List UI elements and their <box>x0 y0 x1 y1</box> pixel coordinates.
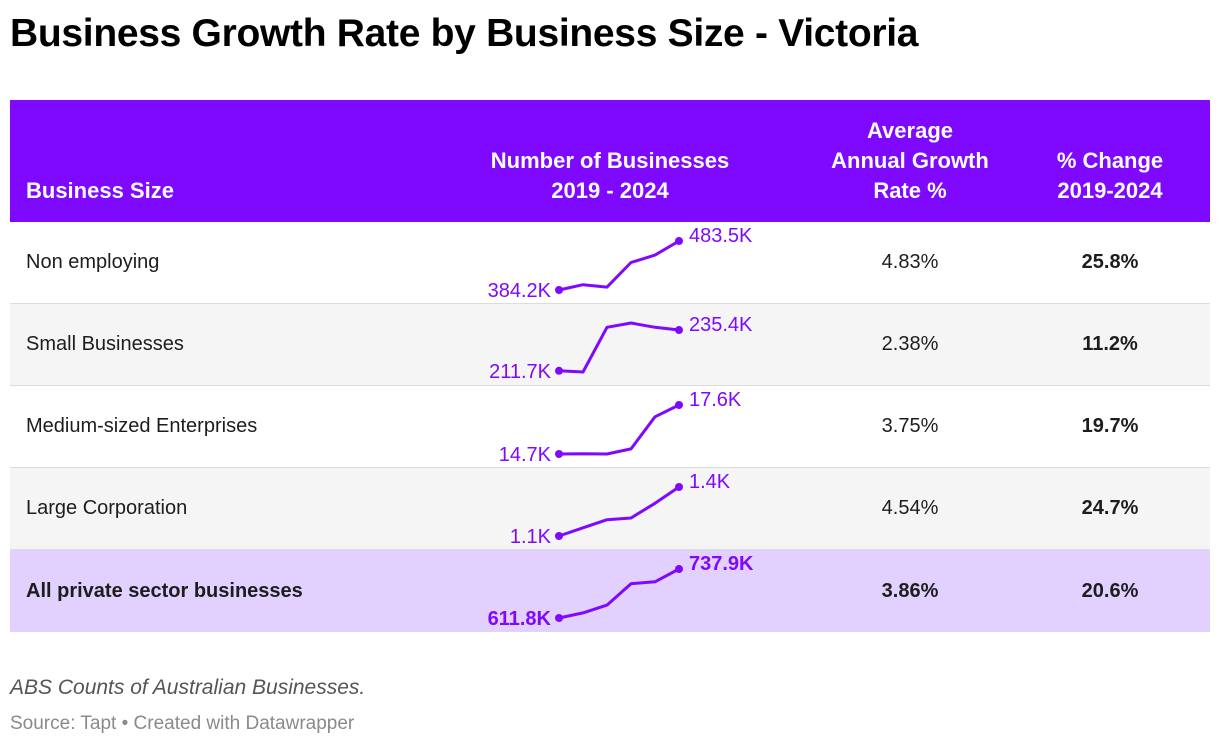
header-average-growth[interactable]: Average Annual Growth Rate % <box>800 116 1020 206</box>
sparkline-start-label: 611.8K <box>488 608 552 630</box>
header-number-of-businesses[interactable]: Number of Businesses 2019 - 2024 <box>420 146 800 206</box>
cell-business-size: Small Businesses <box>26 333 184 355</box>
table-row: Medium-sized Enterprises 14.7K 17.6K 3.75… <box>10 386 1210 468</box>
table-row-total: All private sector businesses 611.8K 737.… <box>10 550 1210 632</box>
header-business-size[interactable]: Business Size <box>26 178 174 203</box>
header-change-line2: 2019-2024 <box>1057 178 1163 203</box>
data-table: Business Size Number of Businesses 2019 … <box>10 100 1210 632</box>
cell-growth-rate: 2.38% <box>881 333 939 355</box>
cell-percent-change: 25.8% <box>1081 251 1139 273</box>
header-percent-change[interactable]: % Change 2019-2024 <box>1020 146 1200 206</box>
sparkline-end-point[interactable] <box>675 565 683 573</box>
sparkline-end-label: 235.4K <box>689 314 753 336</box>
sparkline-end-point[interactable] <box>675 401 683 409</box>
table-row: Non employing 384.2K 483.5K 4.83% 25.8% <box>10 222 1210 304</box>
sparkline-line <box>557 567 681 620</box>
cell-growth-rate: 4.54% <box>881 497 939 519</box>
sparkline-line <box>557 485 681 538</box>
table-header: Business Size Number of Businesses 2019 … <box>10 100 1210 222</box>
sparkline: 611.8K 737.9K <box>488 553 754 630</box>
table-row: Small Businesses 211.7K 235.4K 2.38% 11.2… <box>10 304 1210 386</box>
header-growth-line3: Rate % <box>873 178 947 203</box>
sparkline-start-label: 1.1K <box>510 526 552 548</box>
sparkline-end-point[interactable] <box>675 237 683 245</box>
cell-percent-change: 20.6% <box>1081 579 1139 602</box>
cell-business-size: Medium-sized Enterprises <box>26 415 258 437</box>
cell-percent-change: 24.7% <box>1081 497 1139 519</box>
sparkline-line <box>557 403 681 456</box>
sparkline-start-label: 14.7K <box>499 444 552 466</box>
chart-title: Business Growth Rate by Business Size - … <box>10 12 919 55</box>
cell-business-size: All private sector businesses <box>26 579 303 602</box>
sparkline-end-label: 737.9K <box>689 553 754 575</box>
sparkline-start-point[interactable] <box>555 366 563 375</box>
cell-growth-rate: 3.86% <box>881 579 939 602</box>
cell-growth-rate: 4.83% <box>881 251 939 273</box>
sparkline-start-label: 211.7K <box>489 361 552 383</box>
sparkline-start-point[interactable] <box>555 450 563 458</box>
table-row: Large Corporation 1.1K 1.4K 4.54% 24.7% <box>10 468 1210 550</box>
sparkline-start-label: 384.2K <box>488 280 552 302</box>
cell-percent-change: 11.2% <box>1082 333 1138 355</box>
sparkline-line <box>557 239 681 292</box>
cell-percent-change: 19.7% <box>1081 415 1139 437</box>
sparkline-start-point[interactable] <box>555 286 563 294</box>
sparkline-line <box>557 321 681 374</box>
footnote: ABS Counts of Australian Businesses. <box>10 676 366 699</box>
sparkline-end-label: 483.5K <box>689 225 753 247</box>
header-growth-line2: Annual Growth <box>831 148 989 173</box>
sparkline: 384.2K 483.5K <box>488 225 753 302</box>
sparkline-end-point[interactable] <box>675 483 683 491</box>
sparkline: 211.7K 235.4K <box>489 314 753 383</box>
header-growth-line1: Average <box>866 118 953 143</box>
header-change-line1: % Change <box>1056 148 1164 173</box>
cell-growth-rate: 3.75% <box>881 415 939 437</box>
sparkline-end-point[interactable] <box>675 326 683 335</box>
header-count-line2: 2019 - 2024 <box>551 178 669 203</box>
sparkline: 1.1K 1.4K <box>510 471 731 548</box>
cell-business-size: Large Corporation <box>26 497 188 519</box>
cell-business-size: Non employing <box>26 251 160 273</box>
sparkline-start-point[interactable] <box>555 614 563 622</box>
sparkline-end-label: 17.6K <box>689 389 742 411</box>
header-count-line1: Number of Businesses <box>490 148 730 173</box>
source-credit[interactable]: Source: Tapt • Created with Datawrapper <box>10 713 355 734</box>
sparkline-end-label: 1.4K <box>689 471 731 493</box>
sparkline: 14.7K 17.6K <box>499 389 742 466</box>
sparkline-start-point[interactable] <box>555 532 563 540</box>
